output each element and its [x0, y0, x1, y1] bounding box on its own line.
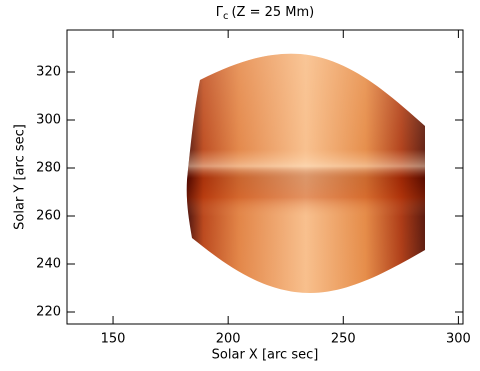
- y-tick-label: 300: [36, 113, 61, 128]
- y-tick-label: 320: [36, 65, 61, 80]
- title-symbol: Γ: [216, 5, 224, 20]
- x-axis-label: Solar X [arc sec]: [212, 348, 319, 363]
- y-tick-label: 260: [36, 209, 61, 224]
- heatmap: [186, 53, 425, 294]
- chart-title: Γc (Z = 25 Mm): [216, 5, 315, 23]
- y-tick-label: 280: [36, 161, 61, 176]
- heatmap-bands: [186, 53, 425, 294]
- title-text: (Z = 25 Mm): [231, 5, 314, 20]
- x-tick-label: 300: [446, 332, 471, 347]
- y-tick-label: 240: [36, 257, 61, 272]
- x-tick-label: 250: [331, 332, 356, 347]
- x-tick-label: 200: [216, 332, 241, 347]
- x-tick-label: 150: [101, 332, 126, 347]
- title-subscript: c: [223, 11, 229, 22]
- plot-frame: [66, 29, 464, 325]
- y-tick-label: 220: [36, 305, 61, 320]
- y-axis-label: Solar Y [arc sec]: [13, 124, 28, 230]
